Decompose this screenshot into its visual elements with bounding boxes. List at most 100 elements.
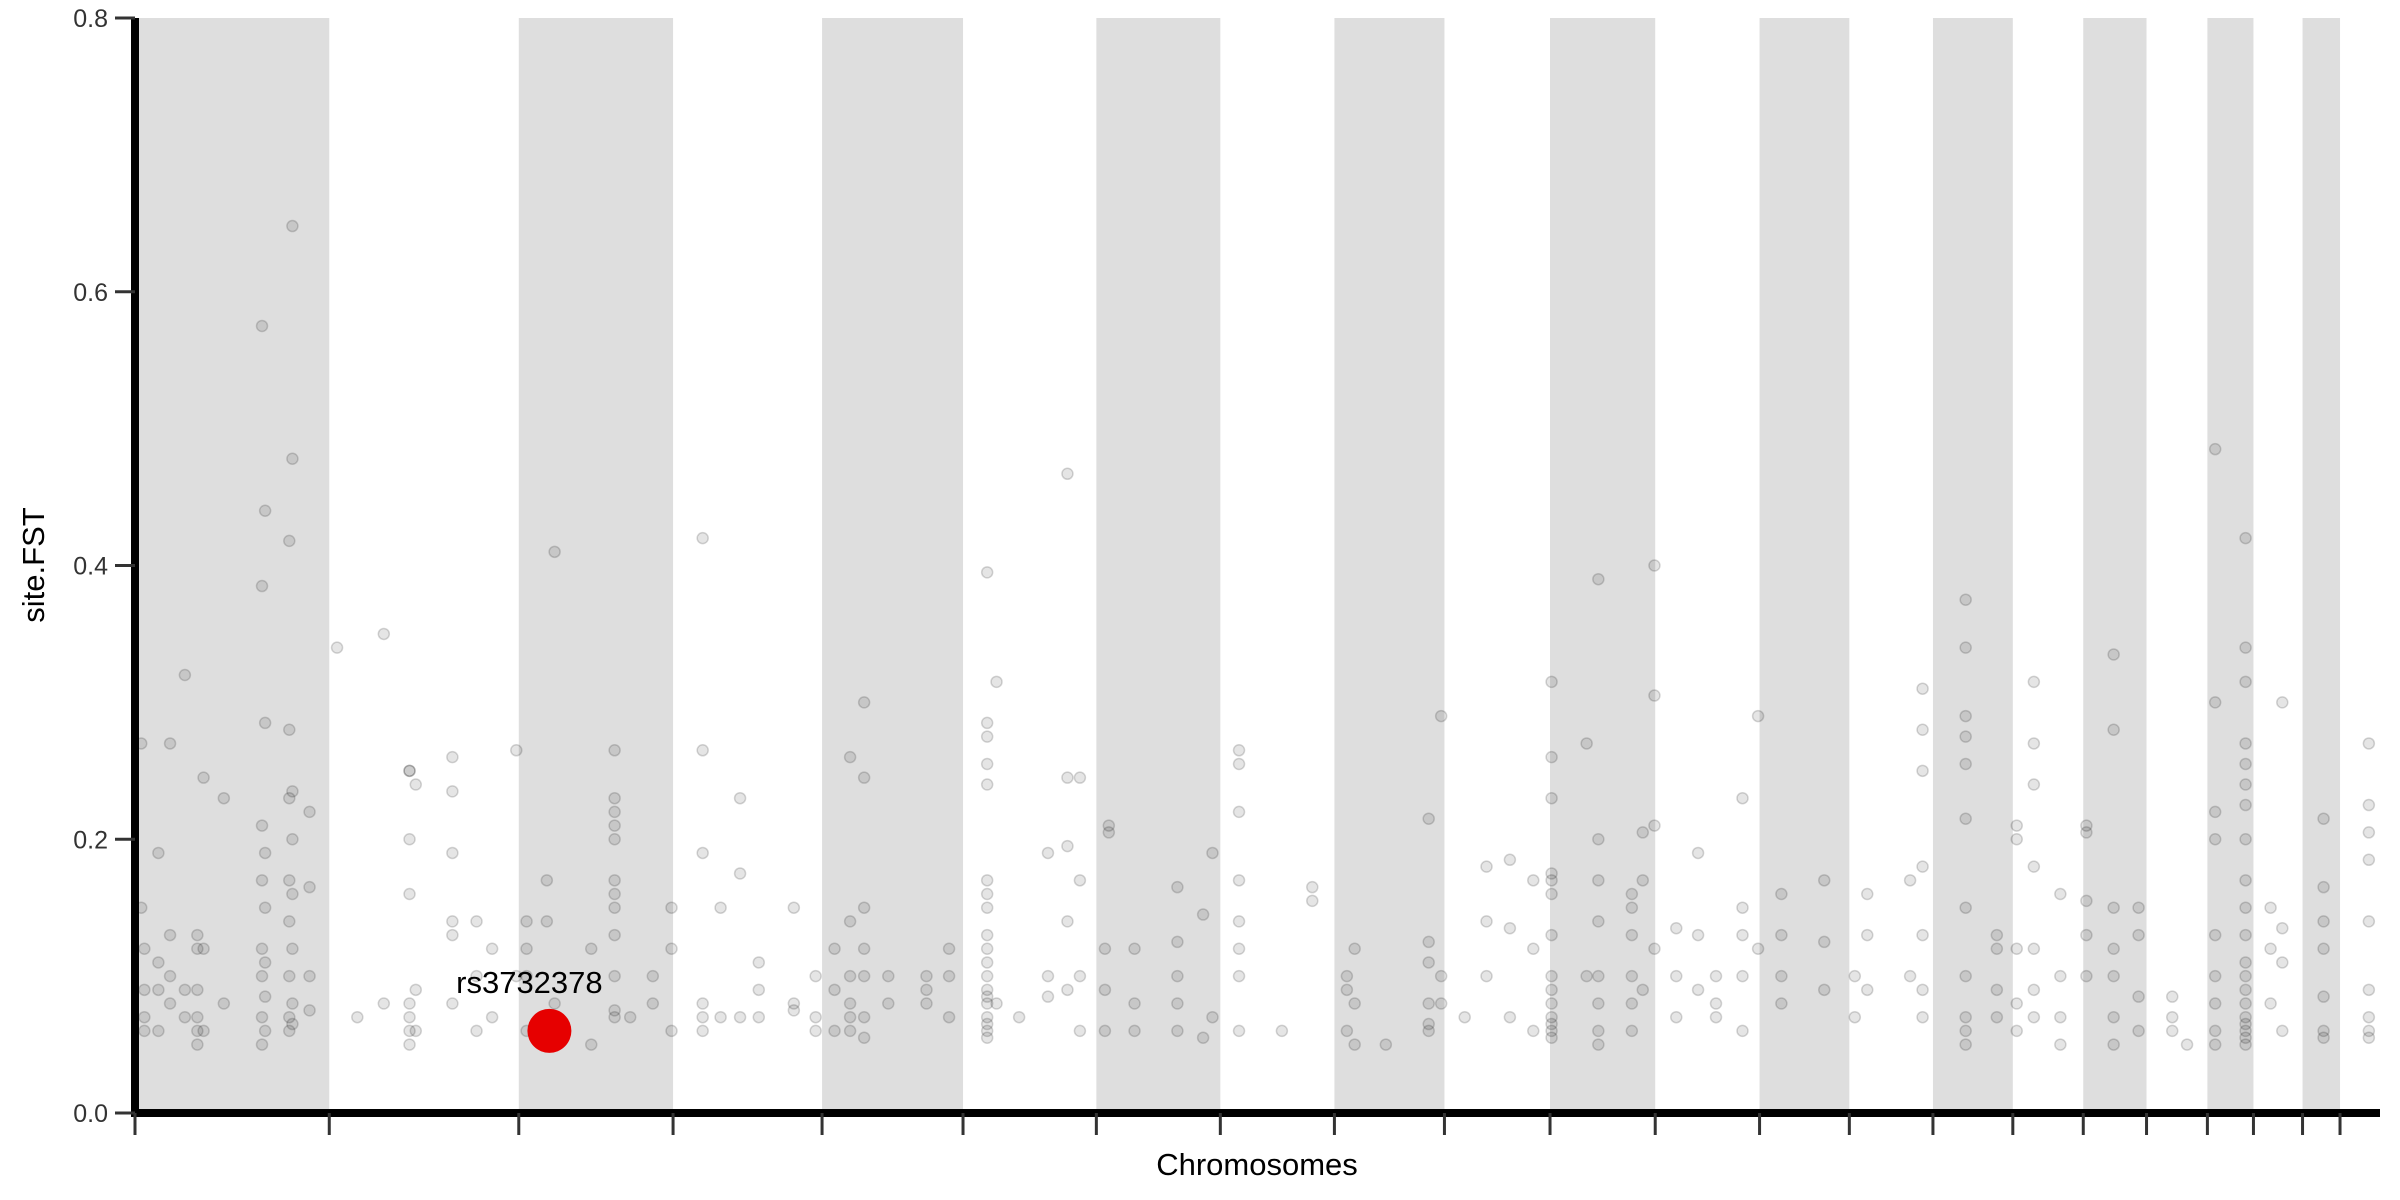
data-point xyxy=(696,846,709,860)
data-point xyxy=(1545,874,1558,887)
data-point xyxy=(1545,791,1558,805)
data-point xyxy=(2239,641,2252,654)
data-point xyxy=(283,791,296,805)
data-point xyxy=(1592,997,1605,1010)
data-point xyxy=(255,942,269,955)
data-point xyxy=(1422,1024,1435,1038)
data-point xyxy=(377,627,391,641)
data-point xyxy=(403,887,416,901)
data-point xyxy=(1128,1024,1141,1038)
data-point xyxy=(608,1004,621,1017)
data-point xyxy=(980,928,994,942)
data-point xyxy=(403,833,416,846)
data-point xyxy=(2080,969,2093,983)
data-point xyxy=(696,997,709,1010)
data-point xyxy=(608,819,621,832)
data-point xyxy=(197,771,210,784)
data-point xyxy=(1625,887,1639,901)
data-point xyxy=(1580,969,1593,983)
chromosome-band xyxy=(518,18,674,1113)
data-point xyxy=(1098,983,1112,997)
data-point xyxy=(1709,969,1723,983)
data-point xyxy=(2080,928,2093,942)
data-point xyxy=(1959,730,1972,743)
data-point xyxy=(2362,915,2376,928)
data-point xyxy=(882,997,895,1010)
data-point xyxy=(1545,928,1558,942)
data-point xyxy=(2132,928,2145,942)
data-point xyxy=(2239,798,2252,812)
data-point xyxy=(1959,1024,1972,1038)
data-point xyxy=(403,997,416,1010)
data-point xyxy=(843,997,857,1010)
data-point xyxy=(286,833,299,846)
data-point xyxy=(403,1024,416,1038)
data-point xyxy=(2027,860,2041,873)
data-point xyxy=(1232,915,1246,928)
data-point xyxy=(1073,969,1087,983)
data-point xyxy=(980,942,994,955)
data-point xyxy=(584,1038,598,1051)
data-point xyxy=(1775,997,1788,1010)
data-point xyxy=(665,942,678,955)
data-point xyxy=(191,928,204,942)
data-point xyxy=(980,730,994,743)
data-point xyxy=(470,1024,483,1038)
data-point xyxy=(942,1010,956,1024)
data-point xyxy=(1959,1038,1972,1051)
data-point xyxy=(608,874,621,887)
data-point xyxy=(1422,1017,1435,1031)
data-point xyxy=(1379,1038,1393,1051)
data-point xyxy=(2208,928,2222,942)
data-point xyxy=(403,764,416,778)
data-point xyxy=(980,956,994,969)
data-point xyxy=(1171,880,1184,894)
data-point xyxy=(2208,833,2222,846)
data-point xyxy=(1648,819,1661,832)
data-point xyxy=(809,1024,822,1038)
data-point xyxy=(1775,887,1788,901)
data-point xyxy=(2010,997,2023,1010)
data-point xyxy=(1670,969,1683,983)
data-point xyxy=(1916,764,1929,778)
data-point xyxy=(2027,778,2041,791)
data-point xyxy=(2239,675,2252,689)
data-point xyxy=(191,1010,204,1024)
data-point xyxy=(138,1010,151,1024)
data-point xyxy=(1041,969,1055,983)
data-point xyxy=(752,956,766,969)
data-point xyxy=(1959,709,1972,723)
data-point xyxy=(1061,467,1074,481)
data-point xyxy=(446,928,459,942)
data-point xyxy=(1990,942,2004,955)
data-point xyxy=(942,942,956,955)
highlight-point[interactable] xyxy=(527,1008,572,1053)
data-point xyxy=(1751,942,1765,955)
data-point xyxy=(1625,997,1639,1010)
y-ticks: 0.0 0.2 0.4 0.6 0.8 xyxy=(73,5,135,1128)
data-point xyxy=(1959,757,1972,771)
data-point xyxy=(1128,942,1141,955)
data-point xyxy=(197,942,210,955)
data-point xyxy=(1691,846,1705,860)
data-point xyxy=(1592,1038,1605,1051)
data-point xyxy=(510,744,523,757)
data-point xyxy=(258,901,272,914)
data-point xyxy=(520,915,533,928)
data-point xyxy=(2362,1010,2376,1024)
data-point xyxy=(857,696,871,709)
data-point xyxy=(446,846,459,860)
data-point xyxy=(1232,757,1246,771)
data-point xyxy=(283,969,296,983)
data-points xyxy=(134,219,2376,1051)
data-point xyxy=(1098,1024,1112,1038)
data-point xyxy=(1736,901,1749,914)
data-point xyxy=(857,771,871,784)
data-point xyxy=(980,566,994,579)
data-point xyxy=(283,874,296,887)
data-point xyxy=(178,668,192,682)
data-point xyxy=(1736,928,1749,942)
y-axis-title: site.FST xyxy=(16,507,51,622)
data-point xyxy=(2054,887,2067,901)
data-point xyxy=(283,915,296,928)
